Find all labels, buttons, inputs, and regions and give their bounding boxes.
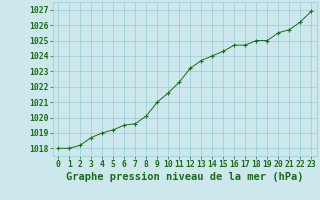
X-axis label: Graphe pression niveau de la mer (hPa): Graphe pression niveau de la mer (hPa) [66,172,304,182]
